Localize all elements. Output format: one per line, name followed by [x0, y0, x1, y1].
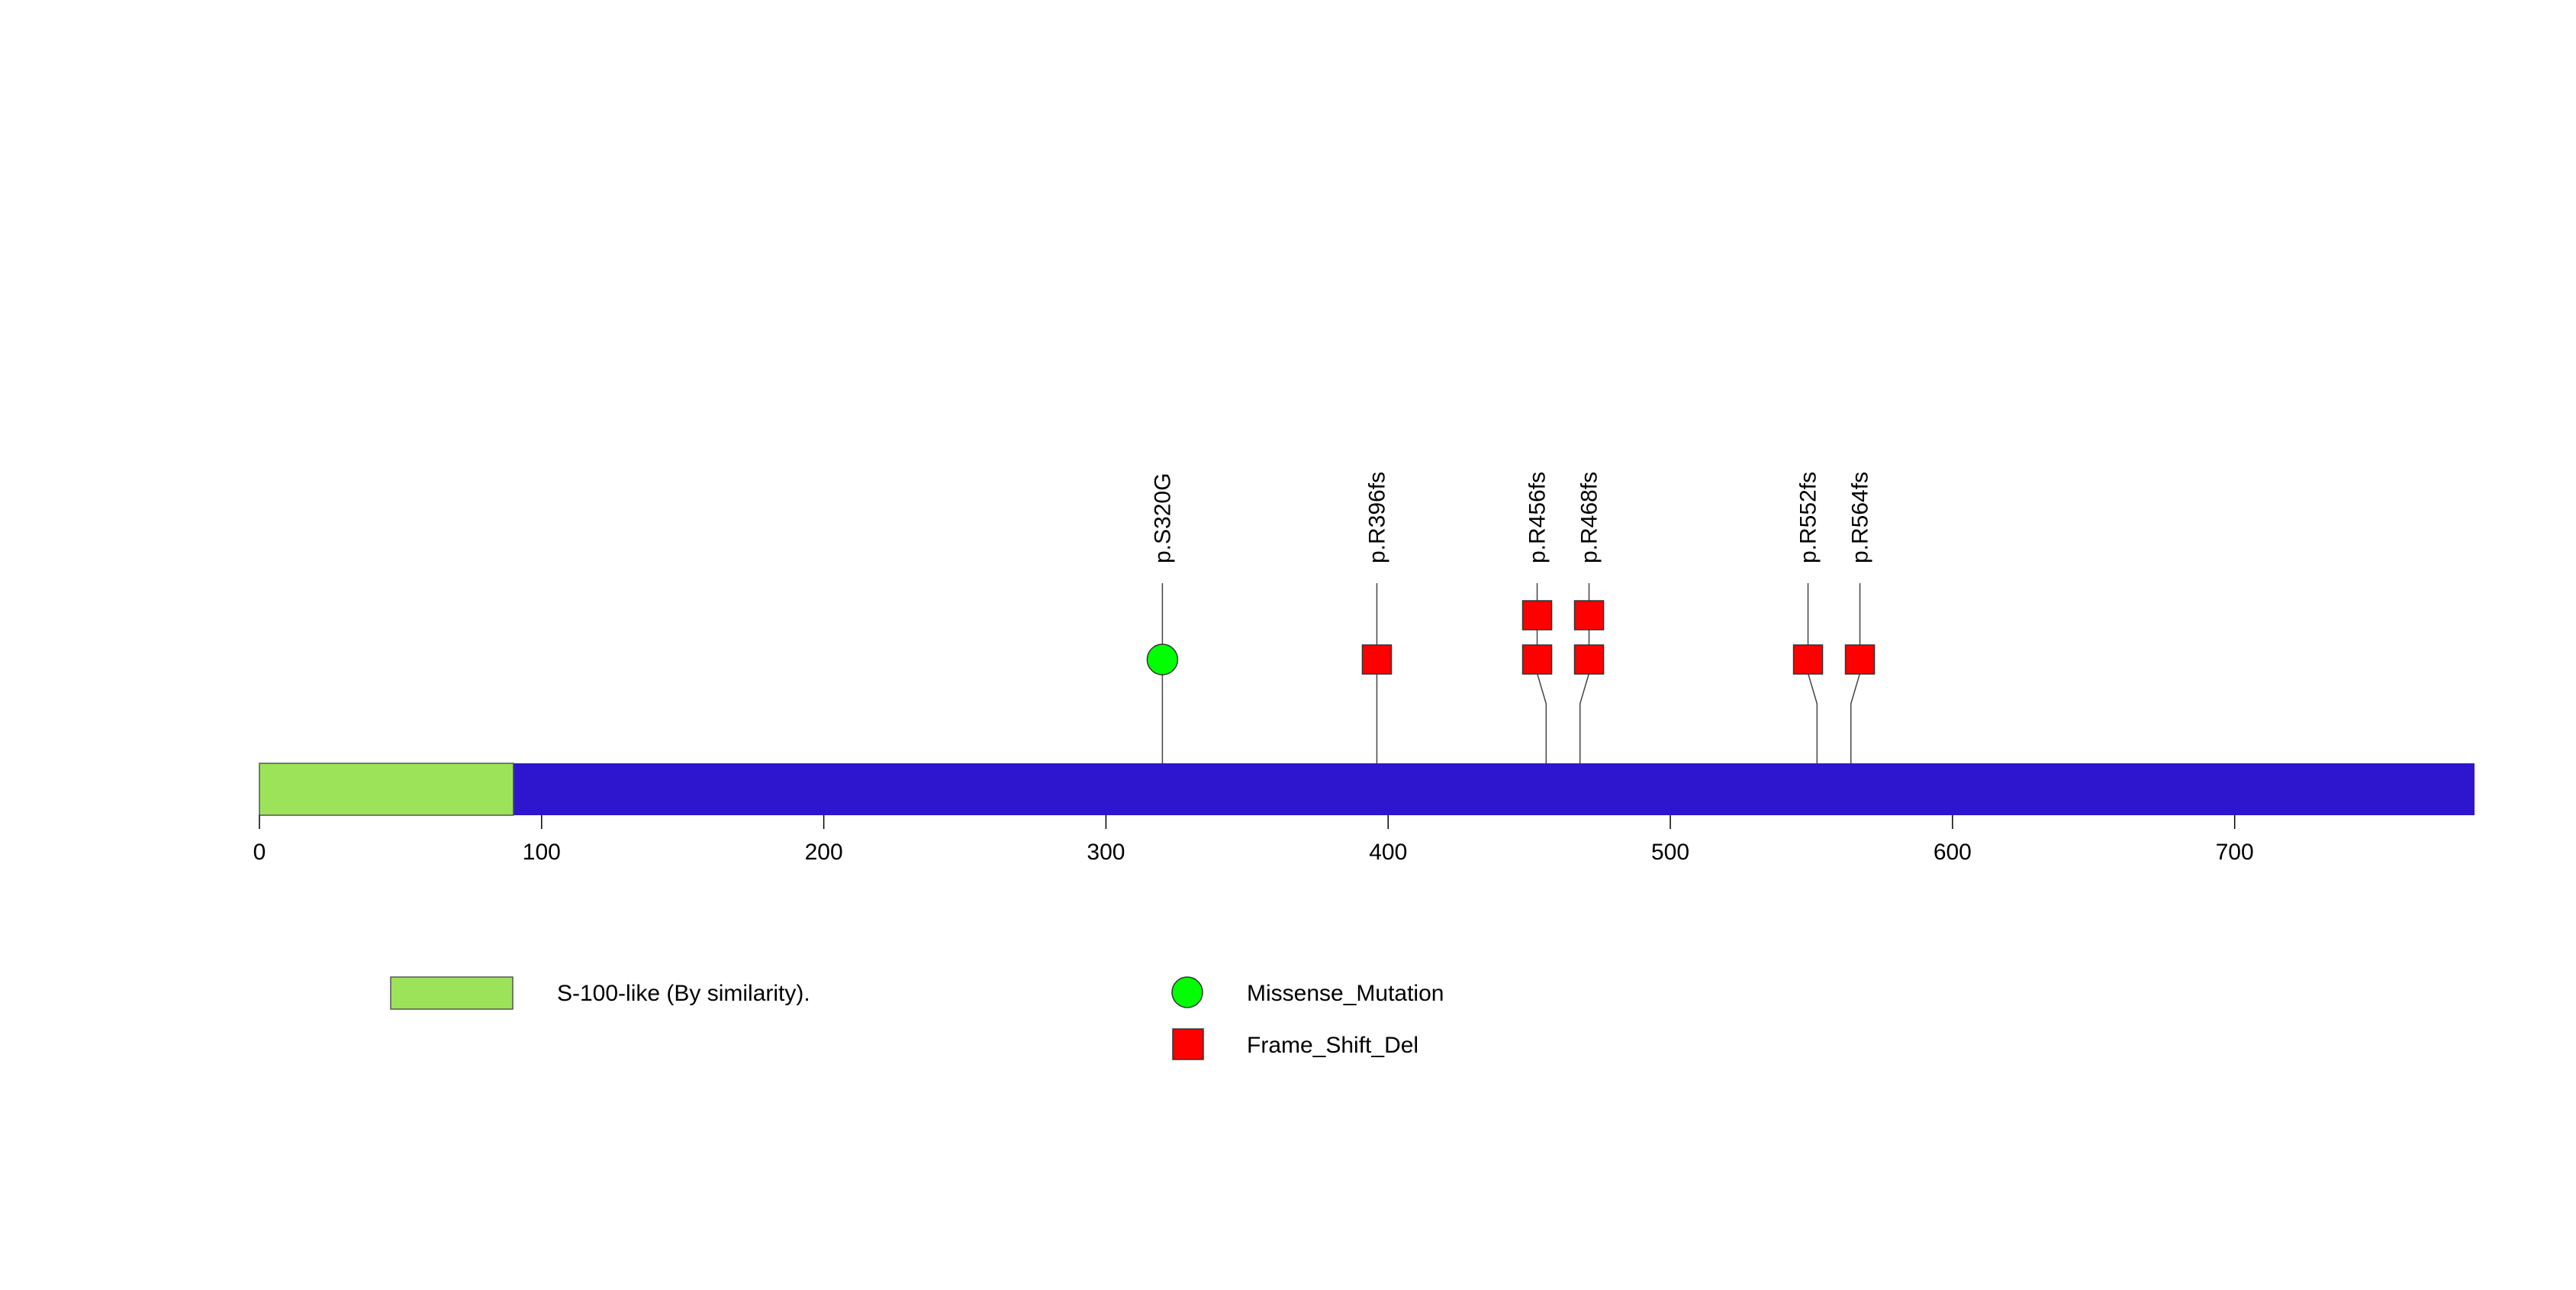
mutation-stems [1161, 583, 1861, 815]
x-tick-label: 300 [1087, 840, 1125, 865]
legend-missense-swatch [1171, 976, 1203, 1008]
x-tick-label: 400 [1369, 840, 1407, 865]
legend-type-label: Frame_Shift_Del [1247, 1033, 1418, 1058]
frameshift-marker [1521, 644, 1553, 675]
mutation-stem [1807, 583, 1818, 815]
domain-1 [259, 763, 514, 816]
legend-domain-label: S-100-like (By similarity). [557, 981, 810, 1006]
x-tick-label: 700 [2216, 840, 2254, 865]
x-tick-label: 0 [253, 840, 266, 865]
protein-backbone [259, 763, 2475, 816]
frameshift-marker [1792, 644, 1824, 675]
mutation-label: p.R564fs [1848, 472, 1873, 563]
x-tick-label: 200 [805, 840, 843, 865]
mutation-labels: p.S320G p.R396fs p.R456fs p.R468fs p.R552fs p… [1150, 472, 1872, 563]
mutation-label: p.S320G [1150, 473, 1175, 563]
frameshift-marker [1844, 644, 1876, 675]
x-axis: 0 100 200 300 400 500 600 700 [253, 815, 2254, 865]
frameshift-marker [1521, 600, 1553, 630]
mutation-label: p.R396fs [1364, 472, 1389, 563]
legend-frameshift-swatch [1172, 1028, 1204, 1060]
legend: S-100-like (By similarity). Missense_Muta… [390, 976, 1444, 1060]
x-tick-label: 600 [1934, 840, 1972, 865]
x-tick-label: 500 [1651, 840, 1689, 865]
frameshift-marker [1361, 644, 1393, 675]
x-tick-label: 100 [523, 840, 561, 865]
frameshift-marker [1573, 600, 1605, 630]
frameshift-marker [1573, 644, 1605, 675]
missense-marker [1146, 643, 1179, 676]
protein-bar [259, 763, 2475, 815]
mutation-label: p.R552fs [1796, 472, 1821, 563]
legend-type-label: Missense_Mutation [1247, 981, 1444, 1006]
legend-domain-swatch [390, 976, 514, 1010]
mutation-markers [1146, 600, 1876, 676]
mutation-label: p.R456fs [1525, 472, 1550, 563]
mutation-stem [1850, 583, 1861, 815]
mutation-label: p.R468fs [1577, 472, 1602, 563]
